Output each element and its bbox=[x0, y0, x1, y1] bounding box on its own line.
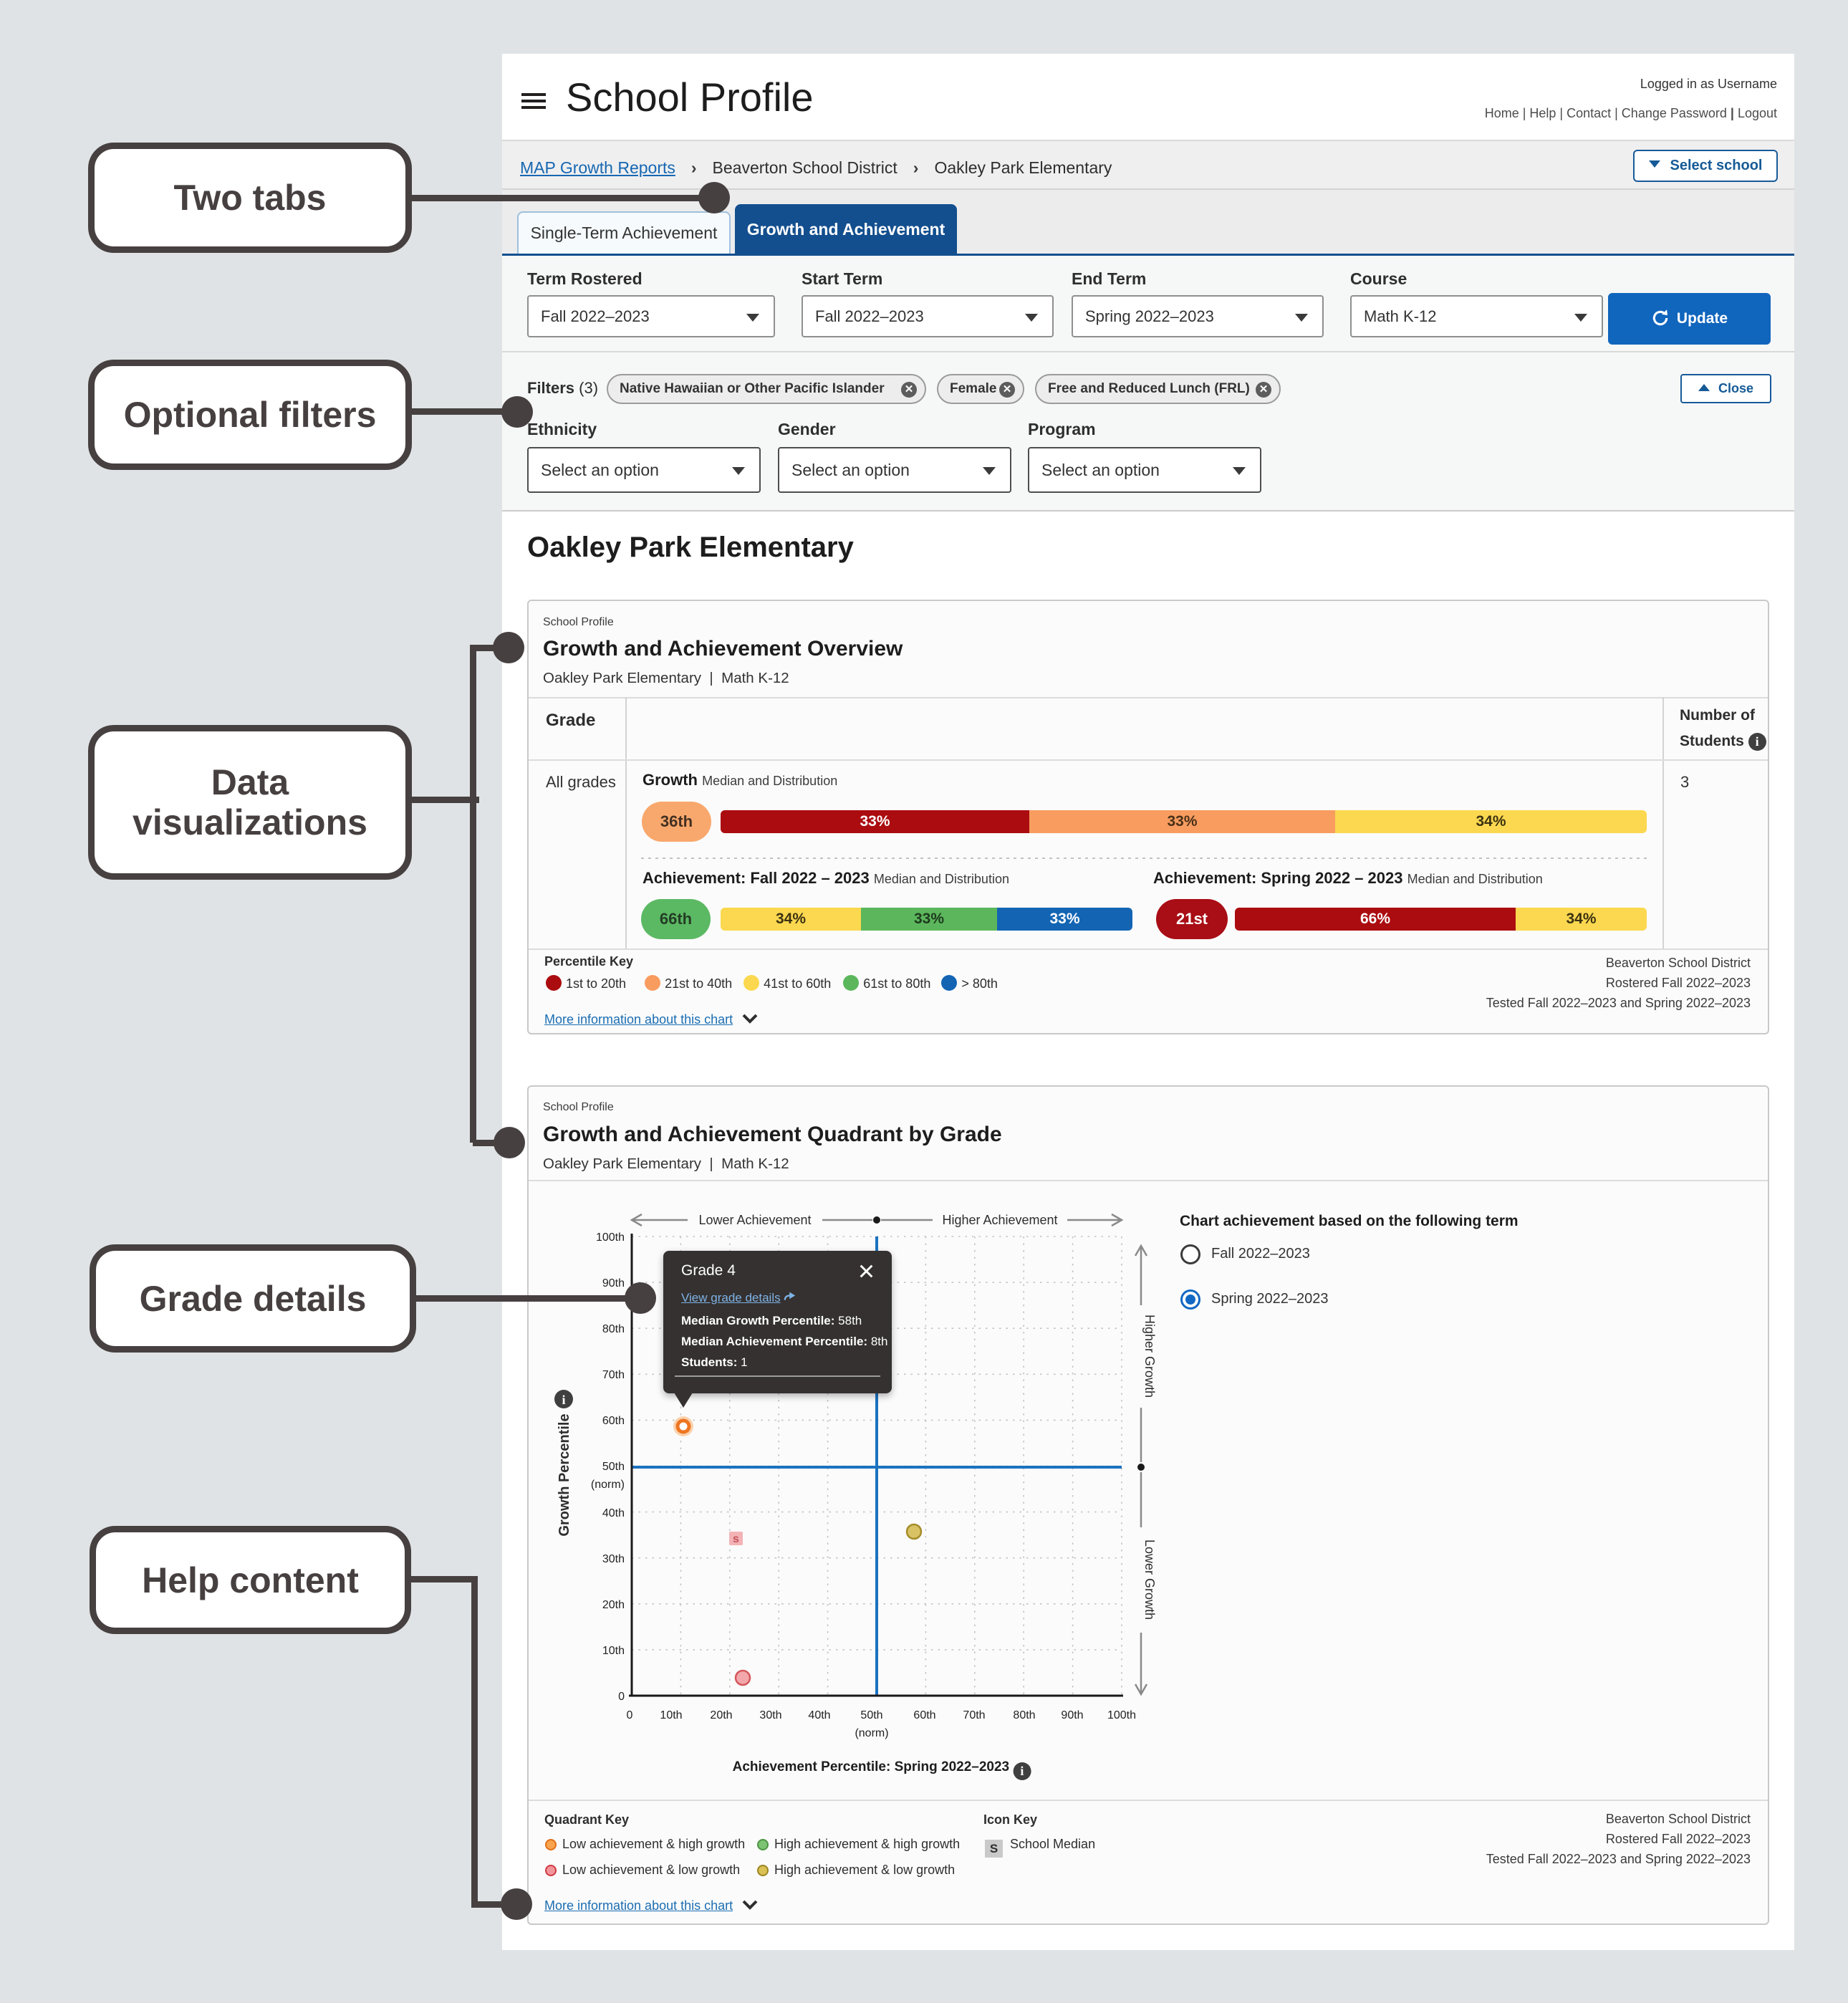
svg-text:40th: 40th bbox=[602, 1507, 625, 1519]
svg-text:90th: 90th bbox=[1061, 1709, 1083, 1721]
svg-text:Lower Growth: Lower Growth bbox=[1142, 1540, 1157, 1620]
svg-text:70th: 70th bbox=[963, 1709, 985, 1721]
svg-text:90th: 90th bbox=[602, 1277, 625, 1289]
svg-text:30th: 30th bbox=[759, 1709, 781, 1721]
svg-text:40th: 40th bbox=[808, 1709, 830, 1721]
svg-text:Higher Growth: Higher Growth bbox=[1142, 1315, 1157, 1398]
svg-text:Growth Percentile: Growth Percentile bbox=[557, 1413, 572, 1536]
svg-text:20th: 20th bbox=[602, 1599, 625, 1611]
svg-text:0: 0 bbox=[618, 1691, 625, 1703]
svg-text:100th: 100th bbox=[596, 1231, 625, 1244]
svg-text:i: i bbox=[562, 1393, 565, 1407]
svg-text:20th: 20th bbox=[710, 1709, 732, 1721]
svg-text:60th: 60th bbox=[602, 1415, 625, 1427]
svg-text:80th: 80th bbox=[602, 1323, 625, 1335]
svg-text:Lower Achievement: Lower Achievement bbox=[698, 1213, 811, 1227]
svg-text:0: 0 bbox=[627, 1709, 633, 1721]
svg-text:60th: 60th bbox=[913, 1709, 935, 1721]
svg-text:(norm): (norm) bbox=[855, 1727, 888, 1739]
svg-text:70th: 70th bbox=[602, 1369, 625, 1381]
svg-text:10th: 10th bbox=[602, 1645, 625, 1657]
svg-text:s: s bbox=[733, 1533, 739, 1545]
svg-text:100th: 100th bbox=[1107, 1709, 1136, 1721]
svg-text:Higher Achievement: Higher Achievement bbox=[942, 1213, 1057, 1227]
svg-text:80th: 80th bbox=[1013, 1709, 1035, 1721]
svg-text:50th: 50th bbox=[602, 1461, 625, 1473]
svg-text:10th: 10th bbox=[660, 1709, 682, 1721]
svg-text:50th: 50th bbox=[860, 1709, 882, 1721]
svg-text:(norm): (norm) bbox=[591, 1479, 625, 1491]
svg-text:30th: 30th bbox=[602, 1553, 625, 1565]
